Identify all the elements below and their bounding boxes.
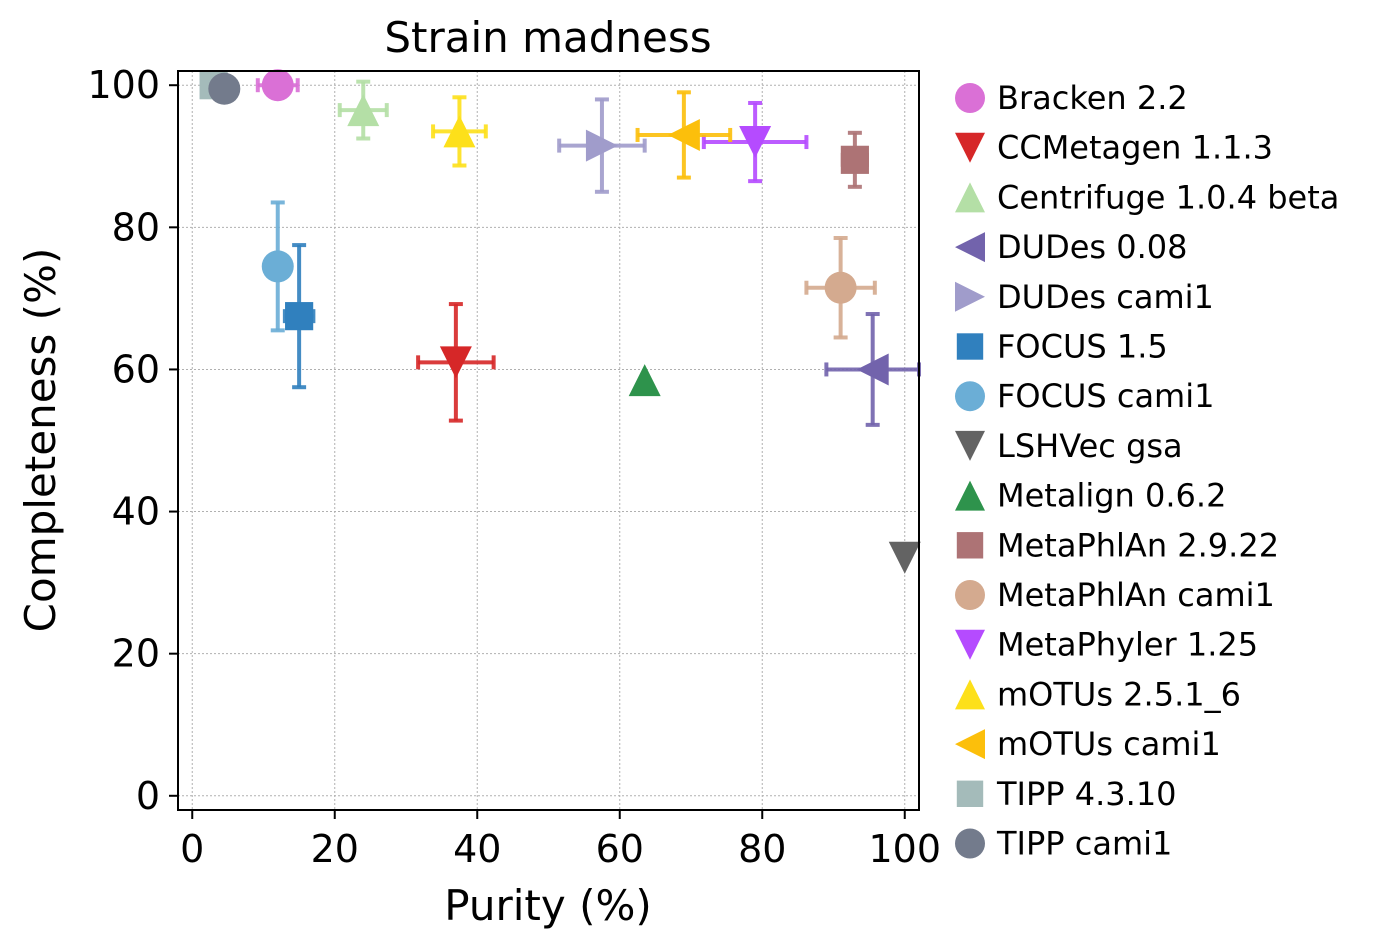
motus-2-5-1-6-point — [443, 115, 476, 148]
focus-cami1-point — [261, 250, 294, 283]
legend-item-lshvec-gsa: LSHVec gsa — [955, 427, 1183, 465]
bracken-2-2-point — [261, 69, 294, 102]
x-tick-label: 0 — [180, 827, 204, 871]
legend-label-metalign-0-6-2: Metalign 0.6.2 — [997, 477, 1226, 515]
legend-item-tipp-4-3-10: TIPP 4.3.10 — [956, 775, 1177, 813]
legend-item-ccmetagen-1-1-3: CCMetagen 1.1.3 — [955, 129, 1273, 167]
y-tick-label: 60 — [112, 347, 160, 391]
legend-label-dudes-cami1: DUDes cami1 — [997, 278, 1214, 316]
x-tick-label: 100 — [868, 827, 941, 871]
tipp-cami1-point — [208, 72, 241, 105]
legend-marker-motus-2-5-1-6 — [955, 679, 985, 710]
legend-label-metaphlan-2-9-22: MetaPhlAn 2.9.22 — [997, 526, 1279, 564]
legend-label-focus-1-5: FOCUS 1.5 — [997, 328, 1168, 366]
legend-label-dudes-0-08: DUDes 0.08 — [997, 228, 1187, 266]
legend-label-bracken-2-2: Bracken 2.2 — [997, 79, 1188, 117]
y-tick-label: 0 — [136, 774, 160, 818]
legend-item-focus-cami1: FOCUS cami1 — [955, 377, 1214, 415]
x-axis-title: Purity (%) — [444, 881, 652, 930]
metaphlan-cami1-point — [824, 271, 857, 304]
metaphyler-1-25-point — [739, 126, 772, 159]
legend-item-metaphlan-cami1: MetaPhlAn cami1 — [955, 576, 1275, 614]
legend-marker-centrifuge-1-0-4-beta — [955, 182, 985, 213]
legend-marker-metaphlan-2-9-22 — [956, 532, 984, 559]
legend: Bracken 2.2 CCMetagen 1.1.3 Centrifuge 1.0… — [955, 79, 1339, 863]
legend-item-dudes-cami1: DUDes cami1 — [955, 278, 1214, 316]
legend-label-motus-2-5-1-6: mOTUs 2.5.1_6 — [997, 675, 1241, 713]
legend-marker-tipp-cami1 — [955, 828, 985, 859]
legend-label-metaphlan-cami1: MetaPhlAn cami1 — [997, 576, 1275, 614]
grid-layer — [178, 71, 919, 810]
legend-label-tipp-4-3-10: TIPP 4.3.10 — [996, 775, 1177, 813]
y-axis-title: Completeness (%) — [16, 248, 65, 633]
y-tick-label: 40 — [112, 490, 160, 534]
y-tick-label: 100 — [87, 63, 160, 107]
legend-marker-lshvec-gsa — [955, 430, 985, 461]
legend-marker-focus-1-5 — [956, 333, 984, 360]
ccmetagen-1-1-3-point — [439, 346, 472, 379]
legend-marker-metalign-0-6-2 — [955, 480, 985, 511]
x-tick-label: 60 — [596, 827, 644, 871]
legend-item-metaphyler-1-25: MetaPhyler 1.25 — [955, 626, 1258, 664]
legend-label-motus-cami1: mOTUs cami1 — [997, 725, 1221, 763]
legend-marker-bracken-2-2 — [955, 83, 985, 113]
plot-frame — [177, 70, 920, 811]
errorbar-layer — [217, 76, 921, 427]
metalign-0-6-2-point — [628, 364, 661, 397]
legend-marker-tipp-4-3-10 — [956, 780, 984, 807]
focus-1-5-point — [285, 302, 314, 331]
legend-item-bracken-2-2: Bracken 2.2 — [955, 79, 1188, 117]
motus-cami1-point — [667, 118, 700, 151]
legend-item-centrifuge-1-0-4-beta: Centrifuge 1.0.4 beta — [955, 178, 1339, 216]
legend-label-centrifuge-1-0-4-beta: Centrifuge 1.0.4 beta — [997, 178, 1339, 216]
chart-title: Strain madness — [384, 13, 711, 62]
dudes-0-08-point — [856, 353, 889, 386]
legend-item-dudes-0-08: DUDes 0.08 — [955, 228, 1187, 266]
centrifuge-1-0-4-beta-point — [347, 94, 380, 127]
dudes-cami1-point — [585, 129, 618, 162]
legend-label-tipp-cami1: TIPP cami1 — [996, 825, 1172, 863]
legend-marker-ccmetagen-1-1-3 — [955, 132, 985, 163]
legend-item-metaphlan-2-9-22: MetaPhlAn 2.9.22 — [956, 526, 1279, 564]
legend-item-metalign-0-6-2: Metalign 0.6.2 — [955, 477, 1226, 515]
y-tick-label: 20 — [112, 632, 160, 676]
legend-marker-metaphlan-cami1 — [955, 580, 985, 610]
legend-marker-dudes-cami1 — [955, 281, 985, 312]
legend-marker-metaphyler-1-25 — [955, 629, 985, 660]
y-tick-label: 80 — [112, 205, 160, 249]
legend-item-motus-2-5-1-6: mOTUs 2.5.1_6 — [955, 675, 1241, 713]
legend-label-lshvec-gsa: LSHVec gsa — [997, 427, 1183, 465]
x-tick-label: 80 — [738, 827, 786, 871]
legend-marker-focus-cami1 — [955, 381, 985, 412]
lshvec-gsa-point — [888, 541, 921, 574]
x-tick-label: 40 — [453, 827, 501, 871]
legend-marker-dudes-0-08 — [955, 232, 985, 263]
marker-layer — [199, 69, 921, 574]
tick-layer: 0 20 40 60 80 100 0 20 40 60 80 100 — [87, 63, 941, 871]
legend-label-metaphyler-1-25: MetaPhyler 1.25 — [997, 626, 1258, 664]
legend-item-focus-1-5: FOCUS 1.5 — [956, 328, 1168, 366]
legend-label-focus-cami1: FOCUS cami1 — [997, 377, 1214, 415]
x-tick-label: 20 — [311, 827, 359, 871]
metaphlan-2-9-22-point — [840, 145, 869, 174]
legend-item-motus-cami1: mOTUs cami1 — [955, 725, 1221, 763]
legend-label-ccmetagen-1-1-3: CCMetagen 1.1.3 — [997, 129, 1273, 167]
legend-marker-motus-cami1 — [955, 729, 985, 760]
legend-item-tipp-cami1: TIPP cami1 — [955, 825, 1172, 863]
